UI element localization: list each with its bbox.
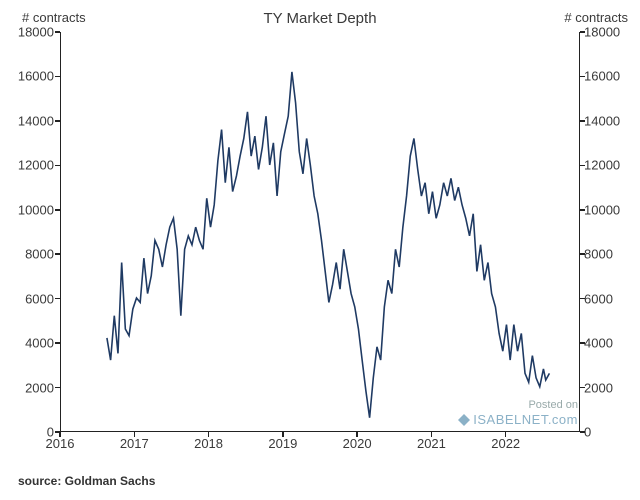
- y-tick-right: 12000: [584, 158, 640, 173]
- watermark-site: ISABELNET.com: [473, 412, 578, 427]
- y-tick-left: 6000: [4, 291, 54, 306]
- y-tick-mark: [580, 76, 585, 78]
- y-tick-mark: [55, 31, 60, 33]
- y-tick-right: 4000: [584, 336, 640, 351]
- y-tick-left: 8000: [4, 247, 54, 262]
- y-tick-mark: [580, 120, 585, 122]
- x-tick: 2021: [417, 436, 446, 451]
- y-tick-mark: [55, 209, 60, 211]
- y-tick-right: 14000: [584, 113, 640, 128]
- y-tick-right: 0: [584, 425, 640, 440]
- x-tick: 2022: [491, 436, 520, 451]
- x-tick-mark: [505, 432, 507, 437]
- line-series: [61, 32, 579, 431]
- y-tick-left: 16000: [4, 69, 54, 84]
- x-tick: 2017: [120, 436, 149, 451]
- y-tick-right: 10000: [584, 202, 640, 217]
- watermark-logo-icon: [457, 413, 471, 430]
- y-tick-right: 18000: [584, 25, 640, 40]
- y-tick-left: 4000: [4, 336, 54, 351]
- y-tick-mark: [55, 342, 60, 344]
- y-tick-mark: [580, 431, 585, 433]
- y-tick-right: 2000: [584, 380, 640, 395]
- y-tick-mark: [580, 387, 585, 389]
- y-tick-right: 16000: [584, 69, 640, 84]
- x-tick-mark: [282, 432, 284, 437]
- y-tick-mark: [580, 165, 585, 167]
- y-tick-mark: [580, 342, 585, 344]
- x-tick-mark: [59, 432, 61, 437]
- y-tick-left: 12000: [4, 158, 54, 173]
- y-tick-left: 14000: [4, 113, 54, 128]
- y-tick-mark: [580, 31, 585, 33]
- y-axis-left-label: # contracts: [22, 10, 86, 25]
- watermark-posted: Posted on: [457, 399, 578, 412]
- x-tick-mark: [134, 432, 136, 437]
- y-tick-mark: [55, 76, 60, 78]
- chart-title: TY Market Depth: [0, 10, 640, 27]
- y-tick-mark: [55, 120, 60, 122]
- x-tick-mark: [431, 432, 433, 437]
- x-tick-mark: [208, 432, 210, 437]
- x-tick: 2019: [268, 436, 297, 451]
- x-tick: 2020: [343, 436, 372, 451]
- y-tick-mark: [55, 387, 60, 389]
- y-axis-right-label: # contracts: [564, 10, 628, 25]
- y-tick-mark: [55, 165, 60, 167]
- y-tick-mark: [580, 209, 585, 211]
- y-tick-mark: [55, 253, 60, 255]
- x-tick-mark: [356, 432, 358, 437]
- plot-area: [60, 32, 580, 432]
- watermark: Posted on ISABELNET.com: [457, 399, 578, 430]
- y-tick-right: 8000: [584, 247, 640, 262]
- y-tick-left: 2000: [4, 380, 54, 395]
- y-tick-left: 18000: [4, 25, 54, 40]
- y-tick-mark: [580, 253, 585, 255]
- x-tick: 2016: [46, 436, 75, 451]
- chart-container: TY Market Depth # contracts # contracts …: [0, 0, 640, 500]
- x-tick: 2018: [194, 436, 223, 451]
- y-tick-mark: [55, 298, 60, 300]
- y-tick-left: 10000: [4, 202, 54, 217]
- y-tick-right: 6000: [584, 291, 640, 306]
- source-attribution: source: Goldman Sachs: [18, 474, 155, 488]
- y-tick-mark: [580, 298, 585, 300]
